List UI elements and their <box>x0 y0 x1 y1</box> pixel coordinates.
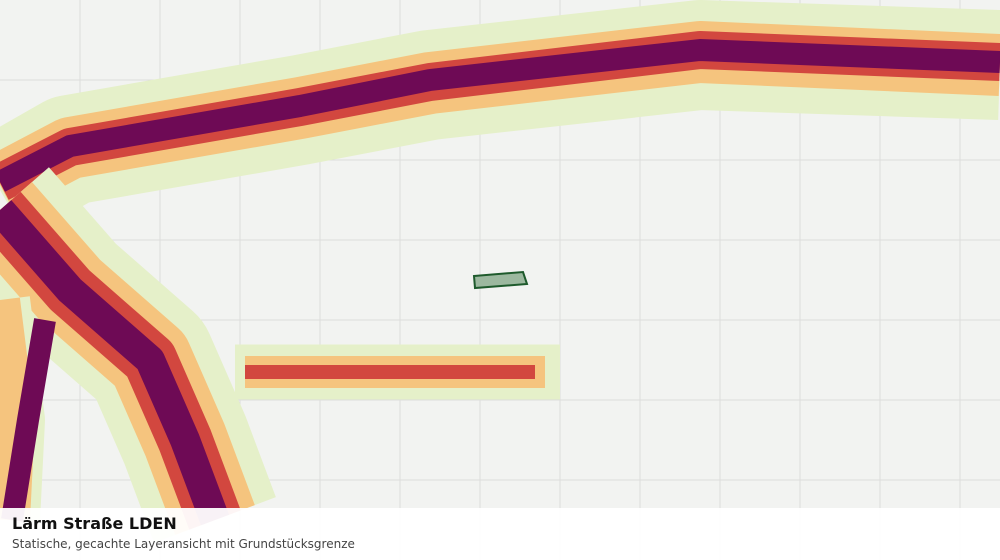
noise-zone-very-high <box>0 200 230 526</box>
parcel-boundary[interactable] <box>472 270 529 290</box>
noise-top-road <box>0 0 1000 238</box>
map-title: Lärm Straße LDEN <box>12 514 177 533</box>
noise-zone-very-high <box>1 318 56 522</box>
noise-zone-very-high <box>0 39 1000 192</box>
map-subtitle: Statische, gecachte Layeransicht mit Gru… <box>12 537 355 551</box>
noise-left-road <box>0 167 276 543</box>
footer-background <box>0 508 1000 560</box>
